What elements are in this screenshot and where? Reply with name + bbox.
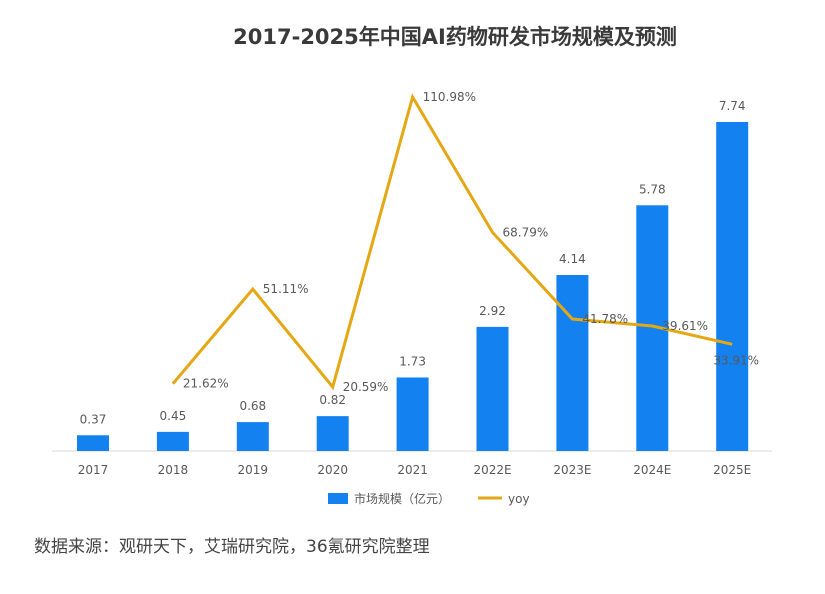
bar-label-2024E: 5.78: [639, 182, 666, 196]
yoy-line: [171, 93, 733, 391]
yoy-label-2018: 21.62%: [183, 377, 229, 391]
bar-2021: [396, 377, 429, 451]
x-tick-2020: 2020: [317, 463, 348, 477]
x-tick-2022E: 2022E: [473, 463, 511, 477]
source-note: 数据来源：观研天下，艾瑞研究院，36氪研究院整理: [34, 537, 430, 557]
yoy-label-2025E: 33.91%: [713, 353, 759, 367]
bar-2025E: [716, 122, 749, 451]
chart-title: 2017-2025年中国AI药物研发市场规模及预测: [233, 25, 677, 49]
bar-2018: [156, 431, 189, 451]
yoy-label-2022E: 68.79%: [503, 225, 549, 239]
x-tick-2024E: 2024E: [633, 463, 671, 477]
x-tick-2018: 2018: [158, 463, 189, 477]
legend: 市场规模（亿元） yoy: [328, 491, 530, 506]
bar-label-2017: 0.37: [80, 412, 107, 426]
legend-bar-label: 市场规模（亿元）: [354, 491, 450, 506]
bar-label-2023E: 4.14: [559, 252, 586, 266]
legend-bar-swatch: [328, 493, 348, 504]
bar-label-2020: 0.82: [319, 393, 346, 407]
bar-2017: [77, 435, 109, 451]
line-labels-layer: 21.62% 51.11% 20.59% 110.98% 68.79% 41.78% 39.…: [183, 90, 759, 394]
bar-2022E: [476, 326, 509, 451]
bar-label-2019: 0.68: [239, 399, 266, 413]
bar-label-2018: 0.45: [160, 409, 187, 423]
bars-layer: [77, 122, 749, 451]
x-tick-2023E: 2023E: [553, 463, 591, 477]
bar-label-2025E: 7.74: [719, 99, 746, 113]
line-layer: [171, 93, 733, 391]
yoy-label-2021: 110.98%: [423, 90, 476, 104]
bar-2019: [236, 422, 269, 451]
yoy-label-2024E: 39.61%: [662, 319, 708, 333]
x-tick-2019: 2019: [238, 463, 269, 477]
bar-labels-layer: 0.37 0.45 0.68 0.82 1.73 2.92 4.14 5.78 7.74: [80, 99, 746, 426]
yoy-label-2020: 20.59%: [343, 380, 389, 394]
x-tick-2021: 2021: [397, 463, 428, 477]
legend-line-label: yoy: [508, 492, 530, 506]
x-tick-2025E: 2025E: [713, 463, 751, 477]
bar-2023E: [556, 275, 589, 451]
bar-2020: [316, 416, 349, 451]
yoy-label-2019: 51.11%: [263, 282, 309, 296]
yoy-label-2023E: 41.78%: [582, 312, 628, 326]
x-ticks-layer: 2017 2018 2019 2020 2021 2022E 2023E 2024E 2025E: [78, 463, 752, 477]
bar-label-2022E: 2.92: [479, 304, 506, 318]
bar-label-2021: 1.73: [399, 354, 426, 368]
x-tick-2017: 2017: [78, 463, 109, 477]
